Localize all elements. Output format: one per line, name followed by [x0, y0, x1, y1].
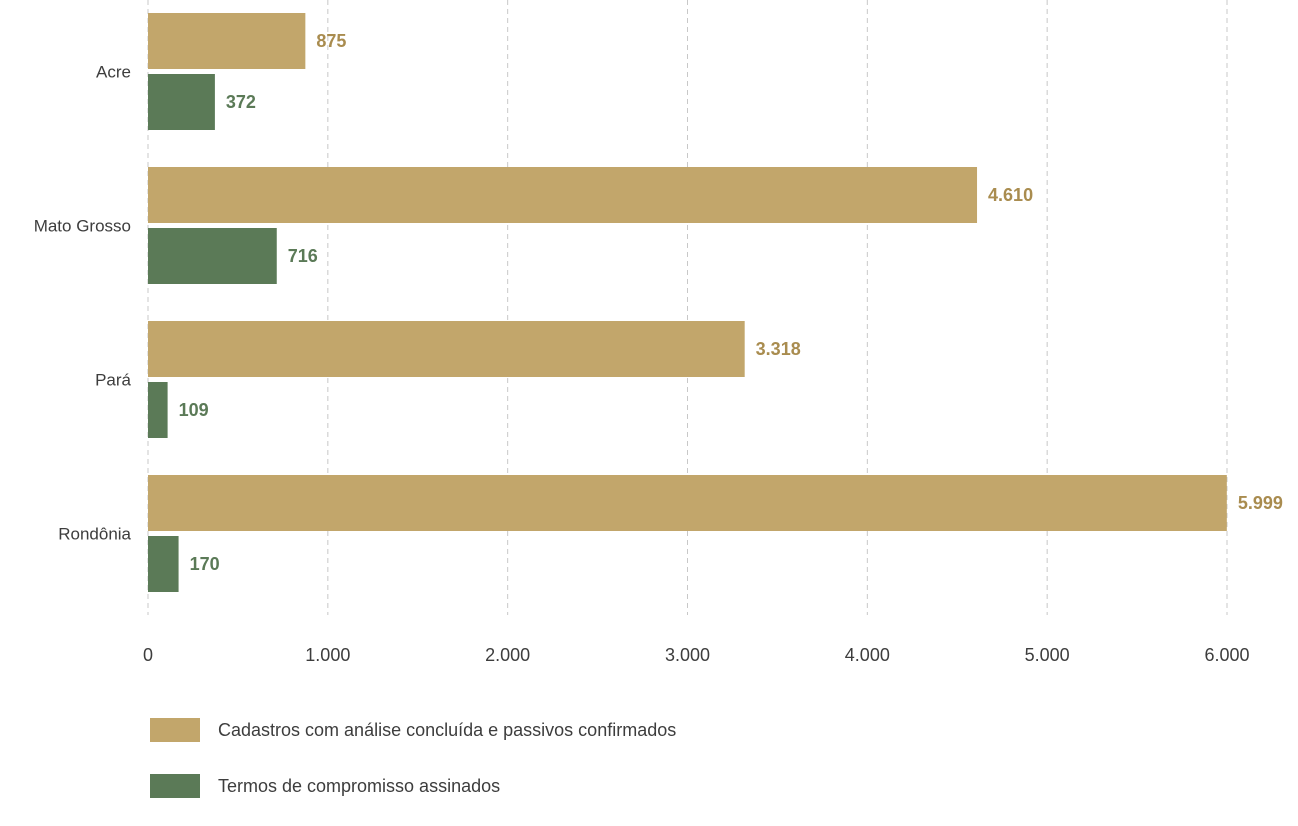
legend-label-termos: Termos de compromisso assinados [218, 775, 501, 796]
x-tick-label: 4.000 [845, 645, 890, 665]
bar [148, 536, 179, 592]
data-label: 4.610 [988, 185, 1033, 205]
x-tick-label: 6.000 [1204, 645, 1249, 665]
bar-chart: 0 1.000 2.000 3.000 4.000 5.000 6.000 875 372 Acr… [34, 0, 1283, 665]
category-label: Acre [96, 63, 131, 82]
legend-item-cadastros: Cadastros com análise concluída e passiv… [150, 714, 676, 746]
x-tick-label: 0 [143, 645, 153, 665]
data-label: 109 [179, 400, 209, 420]
bar [148, 74, 215, 130]
data-label: 170 [190, 554, 220, 574]
legend-swatch-cadastros [150, 718, 200, 742]
category-label: Rondônia [58, 525, 131, 544]
x-tick-label: 3.000 [665, 645, 710, 665]
data-label: 716 [288, 246, 318, 266]
bars [148, 13, 1227, 592]
data-label: 5.999 [1238, 493, 1283, 513]
data-label: 875 [316, 31, 346, 51]
bar [148, 321, 745, 377]
data-label: 372 [226, 92, 256, 112]
bar [148, 228, 277, 284]
bar [148, 382, 168, 438]
legend-swatch-termos [150, 774, 200, 798]
legend: Cadastros com análise concluída e passiv… [150, 714, 676, 826]
x-tick-label: 1.000 [305, 645, 350, 665]
category-label: Mato Grosso [34, 217, 131, 236]
x-tick-label: 2.000 [485, 645, 530, 665]
bar [148, 167, 978, 223]
labels: 0 1.000 2.000 3.000 4.000 5.000 6.000 875 372 Acr… [34, 31, 1283, 665]
data-label: 3.318 [756, 339, 801, 359]
category-label: Pará [95, 371, 131, 390]
x-tick-label: 5.000 [1025, 645, 1070, 665]
legend-item-termos: Termos de compromisso assinados [150, 770, 676, 802]
bar [148, 475, 1227, 531]
gridlines [147, 0, 1228, 615]
bar [148, 13, 306, 69]
legend-label-cadastros: Cadastros com análise concluída e passiv… [218, 719, 677, 740]
